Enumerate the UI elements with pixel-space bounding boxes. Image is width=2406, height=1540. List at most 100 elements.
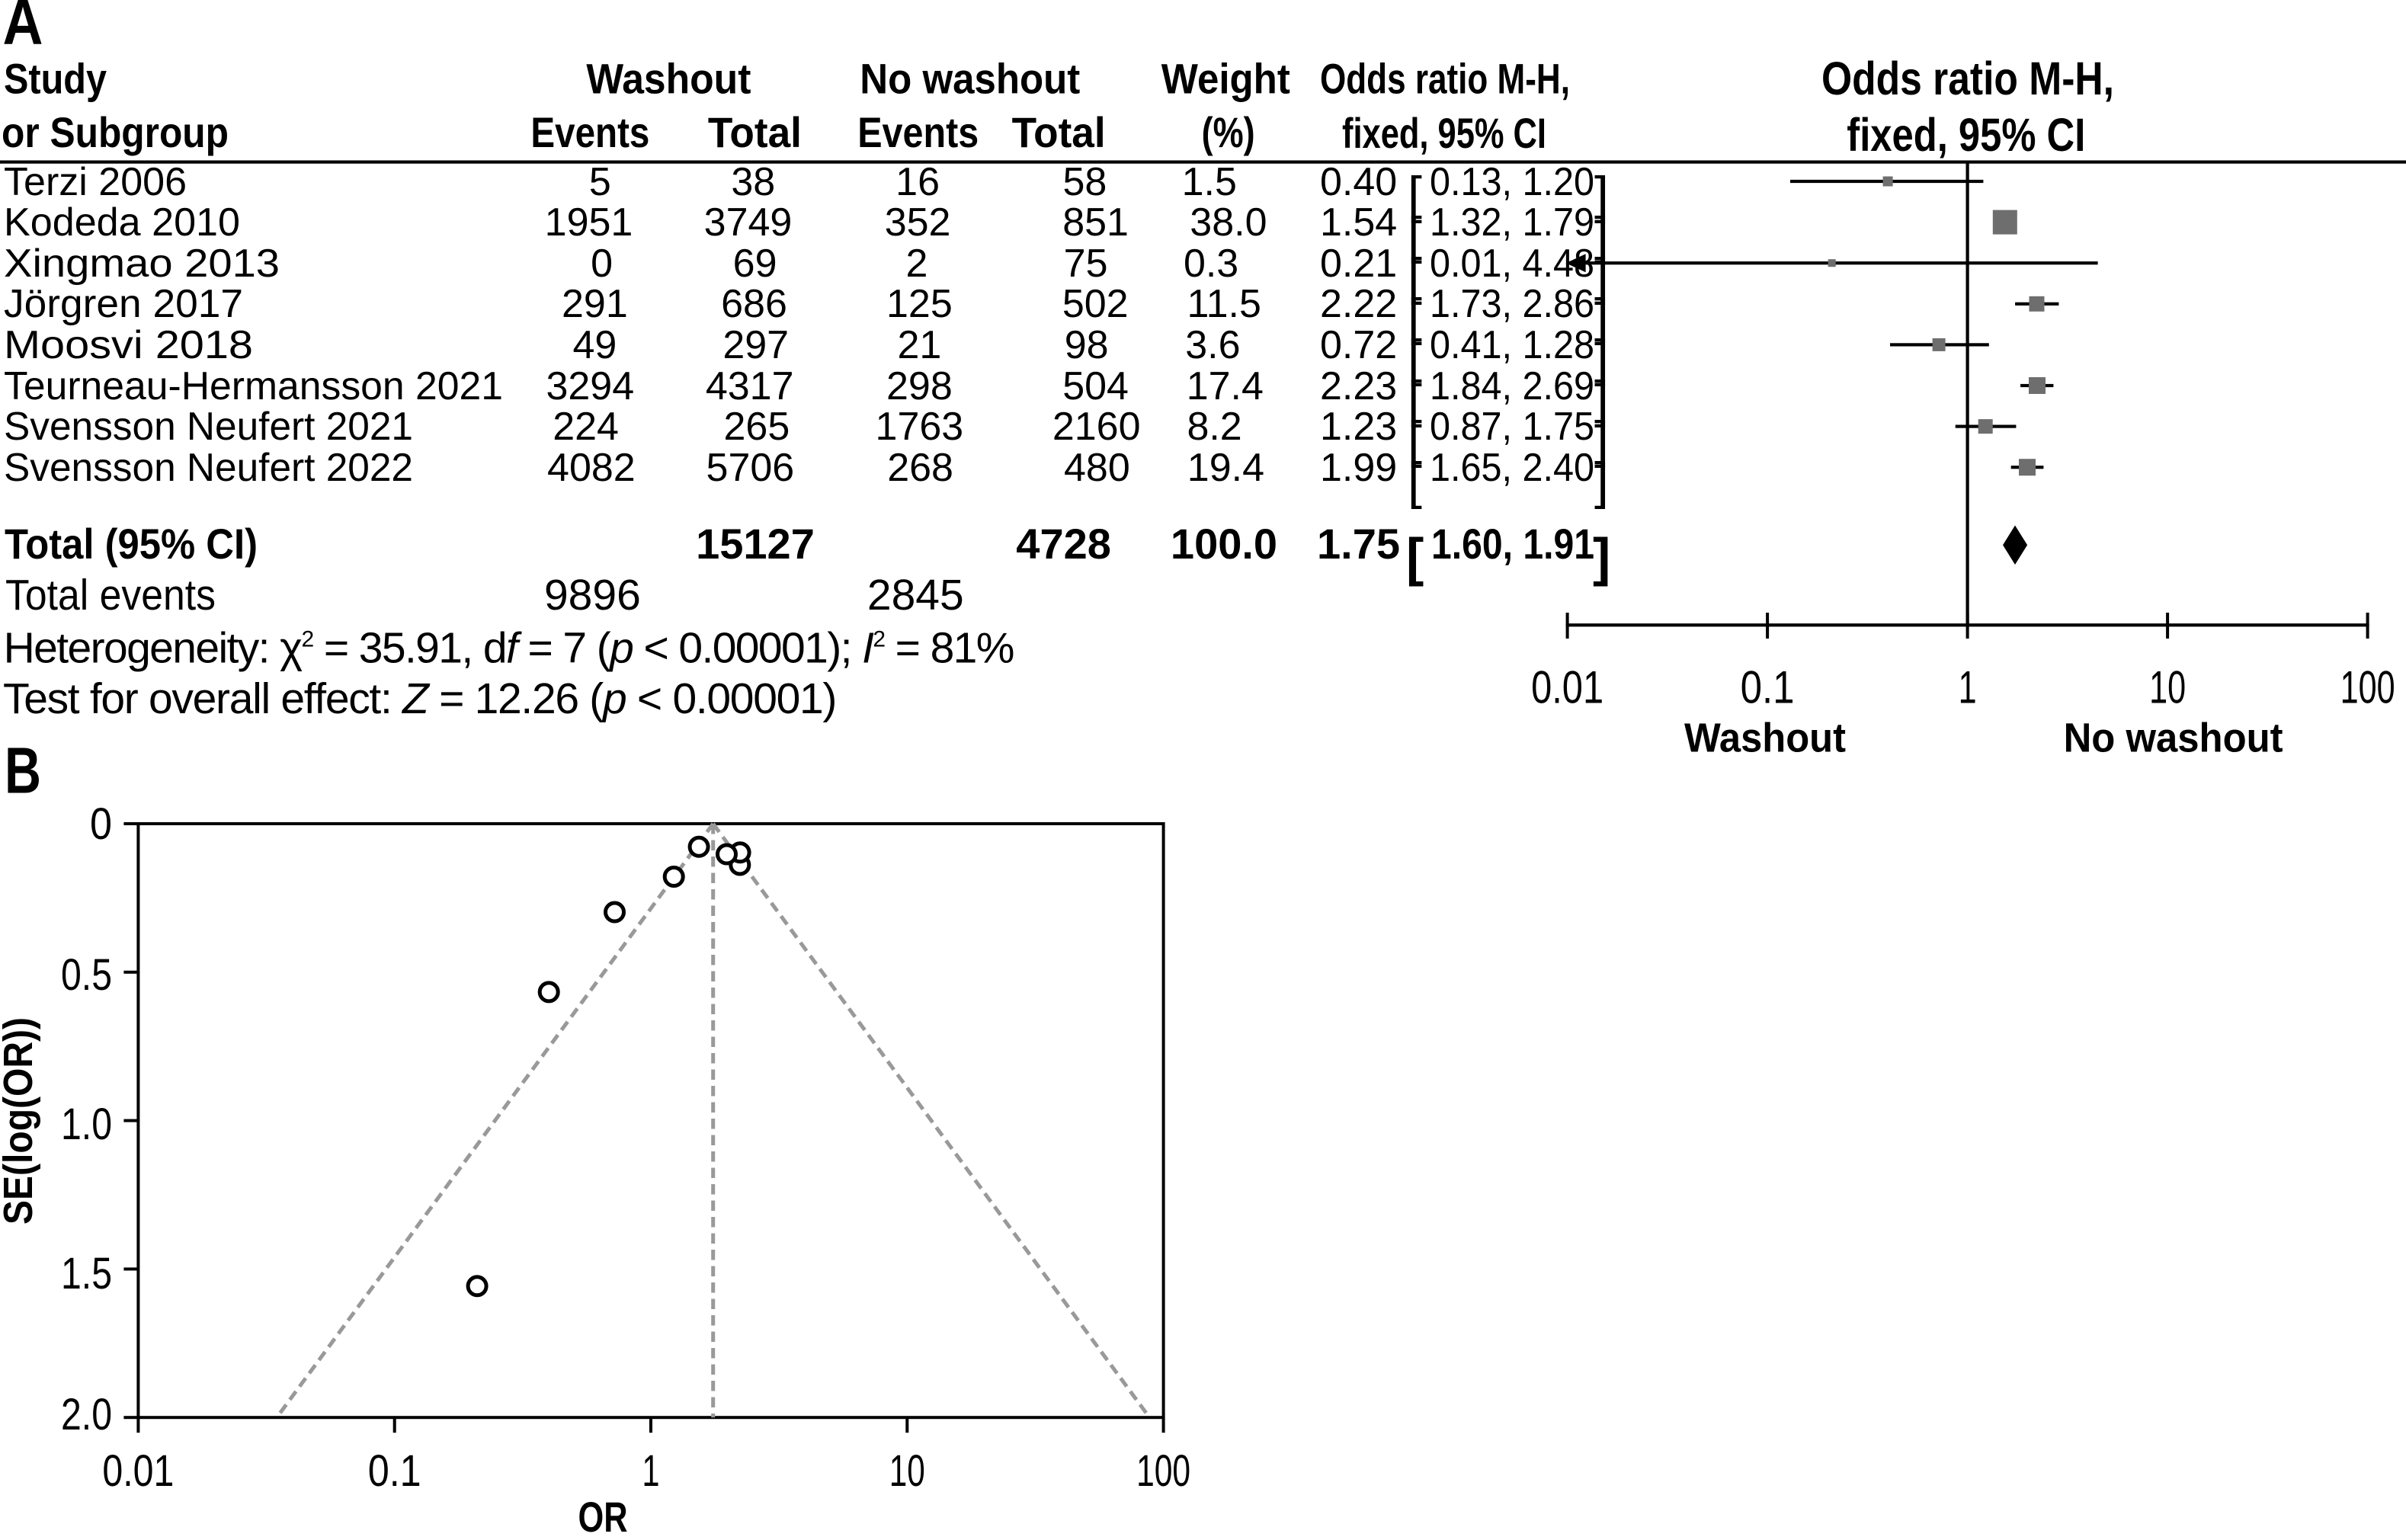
svg-text:Total events: Total events bbox=[5, 571, 216, 620]
svg-text:0.1: 0.1 bbox=[368, 1446, 421, 1496]
svg-text:75: 75 bbox=[1064, 242, 1108, 286]
svg-text:No washout: No washout bbox=[2064, 716, 2283, 761]
svg-text:Total: Total bbox=[1012, 108, 1106, 156]
svg-text:10: 10 bbox=[889, 1446, 925, 1496]
svg-text:1.5: 1.5 bbox=[61, 1249, 112, 1298]
svg-text:0.13, 1.20: 0.13, 1.20 bbox=[1430, 160, 1594, 204]
svg-text:or Subgroup: or Subgroup bbox=[2, 108, 229, 156]
svg-text:268: 268 bbox=[887, 446, 953, 490]
svg-text:Svensson Neufert 2021: Svensson Neufert 2021 bbox=[4, 405, 413, 449]
svg-text:]: ] bbox=[1594, 207, 1609, 264]
svg-text:3749: 3749 bbox=[704, 200, 793, 245]
svg-text:Svensson Neufert 2022: Svensson Neufert 2022 bbox=[4, 446, 413, 490]
svg-text:Heterogeneity: χ2 = 35.91, df: Heterogeneity: χ2 = 35.91, df = 7 (p < 0… bbox=[4, 623, 1014, 672]
svg-text:0.01, 4.48: 0.01, 4.48 bbox=[1430, 242, 1594, 286]
svg-text:Total: Total bbox=[708, 108, 802, 156]
svg-text:[: [ bbox=[1408, 411, 1422, 469]
svg-text:Total (95% CI): Total (95% CI) bbox=[5, 520, 258, 568]
svg-text:Odds ratio M-H,: Odds ratio M-H, bbox=[1821, 53, 2114, 104]
svg-text:1.65, 2.40: 1.65, 2.40 bbox=[1430, 446, 1594, 490]
svg-text:100: 100 bbox=[1136, 1446, 1190, 1496]
svg-text:[: [ bbox=[1408, 207, 1422, 264]
svg-text:Terzi 2006: Terzi 2006 bbox=[4, 160, 187, 204]
svg-text:Odds ratio M-H,: Odds ratio M-H, bbox=[1320, 55, 1570, 103]
svg-text:Xingmao 2013: Xingmao 2013 bbox=[4, 242, 280, 286]
svg-text:3.6: 3.6 bbox=[1185, 323, 1240, 367]
svg-text:0.5: 0.5 bbox=[61, 950, 112, 1000]
svg-text:0.3: 0.3 bbox=[1184, 242, 1238, 286]
svg-text:4317: 4317 bbox=[706, 364, 794, 408]
svg-text:1: 1 bbox=[1959, 662, 1977, 713]
svg-text:1.75: 1.75 bbox=[1317, 520, 1400, 568]
svg-text:1763: 1763 bbox=[876, 405, 964, 449]
svg-text:2.0: 2.0 bbox=[61, 1390, 112, 1439]
svg-text:1.32, 1.79: 1.32, 1.79 bbox=[1430, 200, 1594, 245]
svg-text:291: 291 bbox=[562, 282, 628, 326]
svg-text:17.4: 17.4 bbox=[1187, 364, 1264, 408]
svg-text:Washout: Washout bbox=[1684, 716, 1846, 761]
svg-text:Weight: Weight bbox=[1161, 55, 1290, 103]
svg-text:1.54: 1.54 bbox=[1320, 200, 1397, 245]
svg-text:1.84, 2.69: 1.84, 2.69 bbox=[1430, 364, 1594, 408]
svg-text:2: 2 bbox=[906, 242, 928, 286]
svg-text:(%): (%) bbox=[1202, 108, 1255, 156]
svg-text:504: 504 bbox=[1062, 364, 1129, 408]
svg-text:38: 38 bbox=[731, 160, 775, 204]
svg-text:0.41, 1.28: 0.41, 1.28 bbox=[1430, 323, 1594, 367]
svg-text:125: 125 bbox=[886, 282, 953, 326]
svg-text:]: ] bbox=[1593, 527, 1610, 587]
svg-text:]: ] bbox=[1594, 288, 1609, 346]
svg-text:1.99: 1.99 bbox=[1320, 446, 1397, 490]
svg-text:0: 0 bbox=[591, 242, 613, 286]
svg-text:A: A bbox=[3, 0, 43, 58]
svg-text:0.1: 0.1 bbox=[1741, 662, 1795, 713]
svg-text:0.01: 0.01 bbox=[1531, 662, 1603, 713]
svg-text:Events: Events bbox=[530, 108, 649, 156]
svg-text:11.5: 11.5 bbox=[1187, 282, 1261, 326]
svg-text:Study: Study bbox=[4, 55, 107, 103]
svg-text:]: ] bbox=[1594, 411, 1609, 469]
svg-text:224: 224 bbox=[553, 405, 619, 449]
svg-text:2.22: 2.22 bbox=[1320, 282, 1397, 326]
svg-text:297: 297 bbox=[722, 323, 789, 367]
svg-text:fixed, 95% CI: fixed, 95% CI bbox=[1342, 109, 1546, 157]
svg-text:16: 16 bbox=[895, 160, 940, 204]
svg-text:Jörgren 2017: Jörgren 2017 bbox=[4, 282, 243, 326]
svg-text:0.01: 0.01 bbox=[102, 1446, 174, 1496]
svg-text:4728: 4728 bbox=[1016, 520, 1111, 568]
svg-text:0.21: 0.21 bbox=[1320, 242, 1397, 286]
svg-text:851: 851 bbox=[1062, 200, 1129, 245]
svg-text:fixed, 95% CI: fixed, 95% CI bbox=[1847, 109, 2085, 161]
svg-text:0.72: 0.72 bbox=[1320, 323, 1397, 367]
svg-text:265: 265 bbox=[724, 405, 790, 449]
svg-text:Teurneau-Hermansson 2021: Teurneau-Hermansson 2021 bbox=[4, 364, 503, 408]
svg-text:4082: 4082 bbox=[547, 446, 636, 490]
svg-text:Test for overall effect: Z = 1: Test for overall effect: Z = 12.26 (p < … bbox=[3, 674, 836, 723]
svg-text:1.60, 1.91: 1.60, 1.91 bbox=[1431, 520, 1594, 568]
svg-text:9896: 9896 bbox=[544, 571, 641, 620]
svg-text:5706: 5706 bbox=[706, 446, 795, 490]
svg-text:OR: OR bbox=[578, 1493, 628, 1536]
svg-text:No washout: No washout bbox=[860, 55, 1080, 103]
svg-text:1.23: 1.23 bbox=[1320, 405, 1397, 449]
svg-text:352: 352 bbox=[885, 200, 951, 245]
svg-text:38.0: 38.0 bbox=[1190, 200, 1267, 245]
svg-text:B: B bbox=[5, 735, 41, 807]
svg-text:19.4: 19.4 bbox=[1187, 446, 1264, 490]
svg-text:[: [ bbox=[1408, 248, 1422, 306]
svg-text:1951: 1951 bbox=[545, 200, 633, 245]
svg-text:98: 98 bbox=[1065, 323, 1109, 367]
svg-text:502: 502 bbox=[1062, 282, 1129, 326]
svg-text:[: [ bbox=[1408, 452, 1422, 510]
svg-text:480: 480 bbox=[1064, 446, 1130, 490]
svg-text:]: ] bbox=[1594, 452, 1609, 510]
svg-text:69: 69 bbox=[733, 242, 777, 286]
svg-text:[: [ bbox=[1408, 288, 1422, 346]
svg-text:Washout: Washout bbox=[586, 55, 751, 103]
svg-text:2845: 2845 bbox=[867, 571, 964, 620]
svg-text:58: 58 bbox=[1062, 160, 1107, 204]
svg-text:1.5: 1.5 bbox=[1182, 160, 1237, 204]
svg-text:10: 10 bbox=[2149, 662, 2186, 713]
svg-text:2160: 2160 bbox=[1052, 405, 1141, 449]
svg-text:0.87, 1.75: 0.87, 1.75 bbox=[1430, 405, 1594, 449]
